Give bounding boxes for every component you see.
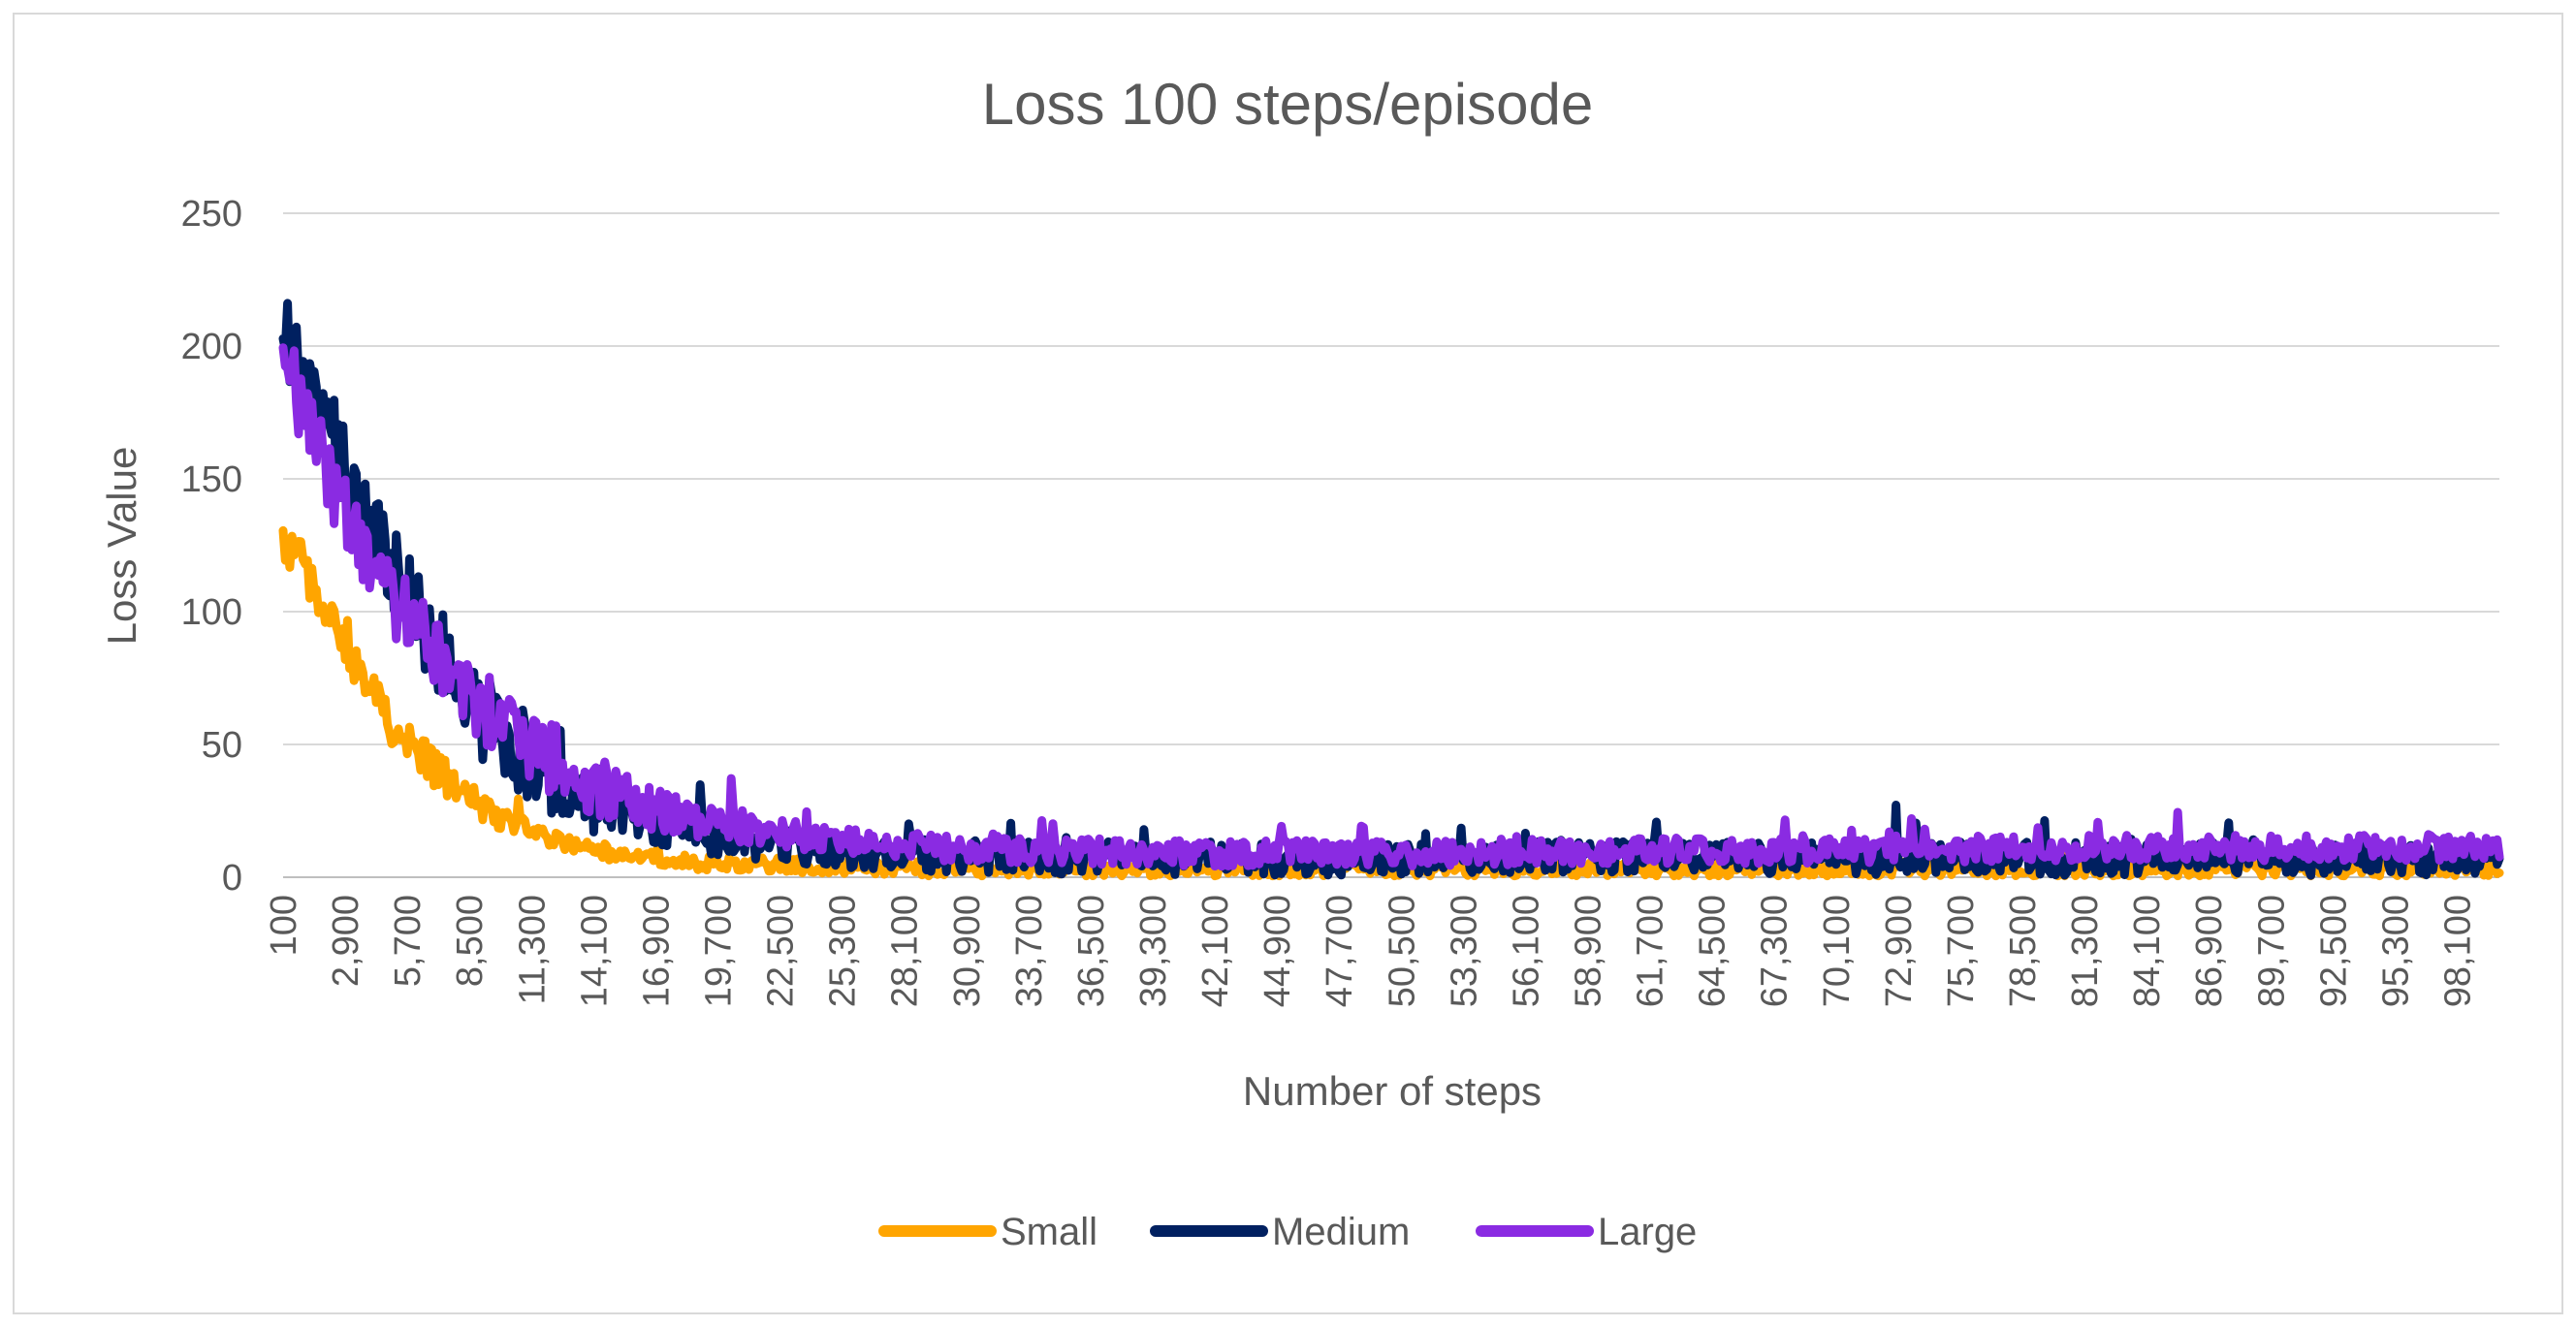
x-tick-label: 25,300 — [823, 895, 864, 1007]
x-tick-label: 2,900 — [326, 895, 366, 987]
y-tick-label: 50 — [202, 725, 242, 766]
x-tick-label: 56,100 — [1506, 895, 1546, 1007]
gridlines — [283, 212, 2499, 745]
x-tick-label: 75,700 — [1941, 895, 1982, 1007]
x-tick-label: 86,900 — [2189, 895, 2230, 1007]
x-tick-label: 84,100 — [2127, 895, 2168, 1007]
legend-label-medium: Medium — [1272, 1211, 1410, 1253]
x-tick-label: 50,500 — [1382, 895, 1422, 1007]
x-axis-ticks: 100 2,900 5,700 8,500 11,300 14,100 16,900 19,7… — [264, 895, 2479, 1007]
y-tick-label: 250 — [181, 194, 242, 235]
x-tick-label: 22,500 — [761, 895, 802, 1007]
y-tick-label: 200 — [181, 327, 242, 367]
x-tick-label: 8,500 — [450, 895, 491, 987]
x-tick-label: 72,900 — [1879, 895, 1920, 1007]
x-tick-label: 16,900 — [636, 895, 677, 1007]
x-tick-label: 47,700 — [1320, 895, 1360, 1007]
y-tick-label: 100 — [181, 592, 242, 633]
legend: Small Medium Large — [878, 1211, 1697, 1253]
x-tick-label: 61,700 — [1631, 895, 1671, 1007]
x-tick-label: 30,900 — [947, 895, 988, 1007]
x-tick-label: 64,500 — [1693, 895, 1733, 1007]
x-tick-label: 28,100 — [885, 895, 926, 1007]
chart-title: Loss 100 steps/episode — [982, 72, 1593, 137]
x-tick-label: 14,100 — [574, 895, 615, 1007]
x-tick-label: 100 — [264, 895, 304, 956]
x-tick-label: 81,300 — [2065, 895, 2106, 1007]
x-tick-label: 44,900 — [1257, 895, 1298, 1007]
x-tick-label: 70,100 — [1817, 895, 1858, 1007]
series-line-large — [278, 343, 2504, 871]
x-tick-label: 58,900 — [1569, 895, 1609, 1007]
x-tick-label: 98,100 — [2438, 895, 2479, 1007]
y-axis-ticks: 0 50 100 150 200 250 — [181, 194, 242, 899]
x-tick-label: 92,500 — [2313, 895, 2354, 1007]
legend-label-small: Small — [1001, 1211, 1097, 1253]
x-tick-label: 11,300 — [512, 895, 553, 1004]
y-axis-title: Loss Value — [99, 447, 144, 646]
y-tick-label: 150 — [181, 459, 242, 500]
series-lines — [278, 299, 2504, 881]
x-axis-title: Number of steps — [1243, 1068, 1542, 1114]
y-tick-label: 0 — [222, 858, 242, 899]
legend-label-large: Large — [1598, 1211, 1697, 1253]
x-tick-label: 95,300 — [2375, 895, 2416, 1007]
x-tick-label: 39,300 — [1133, 895, 1174, 1007]
x-tick-label: 89,700 — [2251, 895, 2292, 1007]
x-tick-label: 67,300 — [1755, 895, 1796, 1007]
x-tick-label: 36,500 — [1071, 895, 1112, 1007]
x-tick-label: 5,700 — [388, 895, 429, 987]
x-tick-label: 19,700 — [699, 895, 740, 1007]
x-tick-label: 42,100 — [1195, 895, 1236, 1007]
x-tick-label: 33,700 — [1009, 895, 1050, 1007]
x-tick-label: 78,500 — [2003, 895, 2044, 1007]
x-tick-label: 53,300 — [1444, 895, 1484, 1007]
